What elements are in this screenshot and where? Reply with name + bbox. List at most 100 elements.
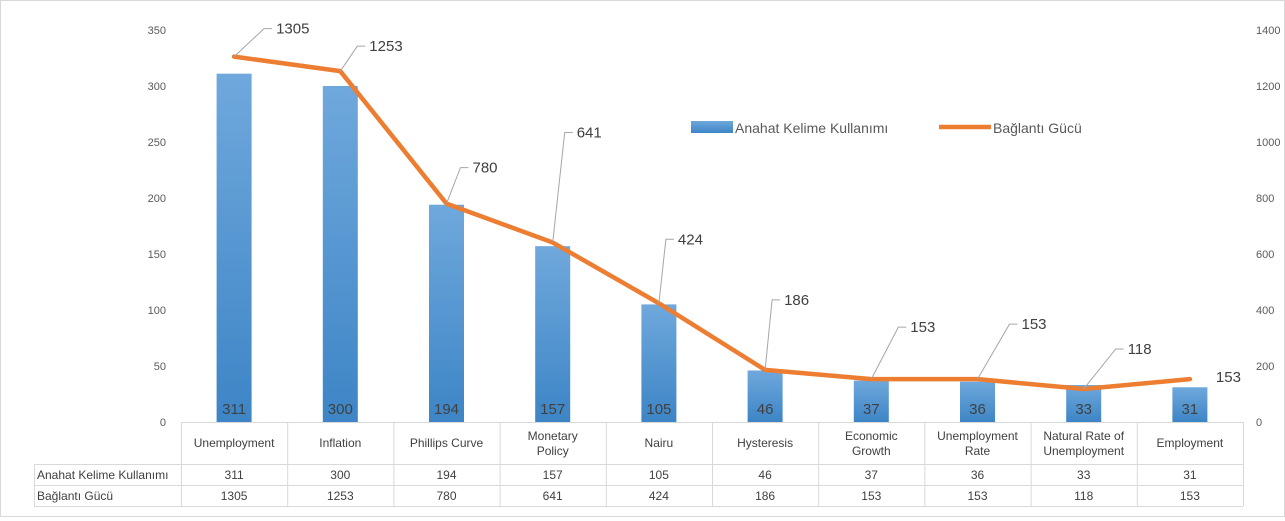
- category-label: Phillips Curve: [410, 436, 484, 450]
- leader-line: [1083, 348, 1124, 390]
- table-cell: 37: [865, 468, 879, 482]
- bar-value-label: 105: [646, 401, 671, 418]
- bar-value-label: 157: [540, 401, 565, 418]
- category-label: Natural Rate of: [1043, 429, 1124, 443]
- bar-value-label: 33: [1075, 401, 1092, 418]
- left-tick-label: 150: [148, 249, 166, 261]
- bar-value-label: 36: [969, 401, 986, 418]
- category-label: Monetary: [528, 429, 578, 443]
- leader-line: [870, 326, 907, 380]
- bar: [960, 381, 995, 422]
- data-table: Unemployment Inflation Phillips Curve Monet…: [34, 422, 1244, 507]
- line-point: [1188, 378, 1191, 381]
- table-cell: 424: [649, 489, 669, 503]
- leader-line: [658, 238, 674, 304]
- category-label: Policy: [537, 444, 569, 458]
- right-tick-label: 1200: [1256, 81, 1280, 93]
- leader-line: [446, 167, 469, 204]
- table-cell: 1253: [327, 489, 354, 503]
- category-label: Rate: [965, 444, 991, 458]
- category-label: Economic: [845, 429, 898, 443]
- line-value-label: 153: [910, 319, 935, 336]
- bar: [535, 246, 571, 422]
- line-value-label: 153: [1022, 316, 1047, 333]
- bar: [1172, 387, 1208, 422]
- leader-line: [233, 28, 273, 57]
- legend-bar-swatch: [691, 121, 733, 133]
- right-tick-label: 1400: [1256, 25, 1280, 37]
- line-value-label: 153: [1216, 369, 1241, 386]
- bar: [853, 380, 889, 422]
- bar-value-label: 37: [863, 401, 880, 418]
- table-cell: 153: [967, 489, 987, 503]
- right-axis: 0 200 400 600 800 1000 1200 1400: [1256, 25, 1280, 429]
- leader-line: [764, 299, 781, 370]
- legend: Anahat Kelime Kullanımı Bağlantı Gücü: [691, 120, 1082, 136]
- right-tick-label: 1000: [1256, 137, 1280, 149]
- table-cell: 153: [1180, 489, 1200, 503]
- category-label: Unemployment: [937, 429, 1018, 443]
- category-label: Nairu: [645, 436, 674, 450]
- table-cell: 153: [861, 489, 881, 503]
- category-label: Hysteresis: [737, 436, 793, 450]
- leader-line: [339, 45, 366, 72]
- right-tick-label: 0: [1256, 417, 1262, 429]
- bar: [641, 304, 677, 422]
- line-value-label: 118: [1128, 341, 1152, 358]
- bar: [216, 73, 252, 423]
- table-cell: 105: [649, 468, 669, 482]
- bar-value-label: 311: [222, 401, 246, 418]
- bar-value-label: 300: [328, 401, 353, 418]
- category-label: Inflation: [319, 436, 361, 450]
- table-cell: 194: [436, 468, 456, 482]
- line-value-label: 1253: [369, 38, 402, 55]
- table-cell: 641: [543, 489, 563, 503]
- line-path: [231, 54, 1193, 392]
- left-tick-label: 0: [160, 417, 166, 429]
- left-tick-label: 250: [148, 137, 166, 149]
- leader-line: [552, 132, 573, 243]
- right-tick-label: 600: [1256, 249, 1274, 261]
- right-tick-label: 400: [1256, 305, 1274, 317]
- bar: [322, 86, 358, 422]
- table-cell: 157: [543, 468, 563, 482]
- line-value-label: 1305: [276, 21, 309, 38]
- line-value-label: 186: [784, 292, 809, 309]
- line-labels: 1305 1253 780 641 424 186 153 153 118 153: [233, 21, 1241, 390]
- left-tick-label: 50: [154, 361, 166, 373]
- line-value-label: 780: [473, 160, 498, 177]
- line-value-label: 641: [577, 125, 602, 142]
- category-label: Employment: [1157, 436, 1224, 450]
- left-tick-label: 300: [148, 81, 166, 93]
- table-cell: 46: [758, 468, 772, 482]
- right-tick-label: 800: [1256, 193, 1274, 205]
- line-value-label: 424: [678, 231, 703, 248]
- table-row-header: Anahat Kelime Kullanımı: [37, 468, 168, 482]
- bar-value-label: 194: [434, 401, 459, 418]
- category-label: Growth: [852, 444, 891, 458]
- table-cell: 186: [755, 489, 775, 503]
- line-series: [231, 54, 1193, 392]
- bar-value-label: 31: [1182, 401, 1199, 418]
- table-cell: 33: [1077, 468, 1091, 482]
- right-tick-label: 200: [1256, 361, 1274, 373]
- left-tick-label: 200: [148, 193, 166, 205]
- table-cell: 311: [225, 468, 244, 482]
- bar-series: [181, 73, 1243, 423]
- bar-value-label: 46: [757, 401, 774, 418]
- leader-line: [977, 323, 1018, 380]
- table-cell: 300: [330, 468, 350, 482]
- category-label: Unemployment: [1043, 444, 1124, 458]
- bar: [429, 204, 464, 422]
- left-axis: 0 50 100 150 200 250 300 350: [148, 25, 166, 429]
- table-cell: 780: [436, 489, 456, 503]
- bar: [747, 370, 783, 422]
- left-tick-label: 100: [148, 305, 166, 317]
- legend-line-label: Bağlantı Gücü: [993, 120, 1082, 136]
- left-tick-label: 350: [148, 25, 166, 37]
- table-cell: 118: [1074, 489, 1093, 503]
- bar-labels: 311 300 194 157 105 46 37 36 33 31: [222, 401, 1198, 418]
- legend-bar-label: Anahat Kelime Kullanımı: [735, 120, 888, 136]
